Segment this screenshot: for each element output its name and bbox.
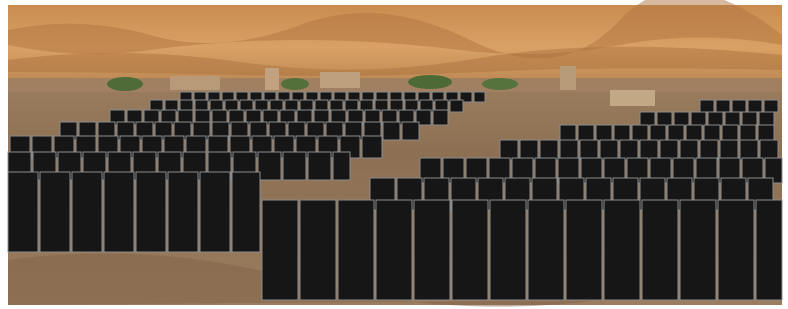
- solar-panel: [716, 100, 730, 112]
- building: [265, 68, 279, 90]
- solar-panel: [528, 200, 564, 300]
- solar-panel: [720, 140, 738, 160]
- solar-panel: [262, 200, 298, 300]
- solar-panel: [362, 136, 382, 158]
- solar-panel: [732, 100, 746, 112]
- tree: [482, 78, 518, 90]
- solar-panel: [708, 112, 723, 126]
- solar-panel: [338, 200, 374, 300]
- solar-panel: [657, 112, 672, 126]
- solar-panel: [308, 152, 331, 180]
- solar-panel: [600, 140, 618, 160]
- solar-panel: [742, 112, 757, 126]
- solar-panel: [718, 200, 754, 300]
- solar-panel: [490, 200, 526, 300]
- solar-panel: [640, 140, 658, 160]
- solar-panel: [283, 152, 306, 180]
- solar-panel: [452, 200, 488, 300]
- solar-panel: [402, 122, 419, 140]
- solar-panel: [668, 125, 684, 141]
- solar-panel: [640, 112, 655, 126]
- solar-panel: [40, 172, 70, 252]
- solar-panel: [660, 140, 678, 160]
- building: [610, 90, 655, 106]
- solar-panel: [604, 200, 640, 300]
- solar-panel: [740, 140, 758, 160]
- solar-panel: [700, 100, 714, 112]
- tree: [107, 77, 143, 91]
- solar-panel: [686, 125, 702, 141]
- solar-panel: [560, 140, 578, 160]
- solar-panel: [383, 122, 400, 140]
- solar-panel: [650, 125, 666, 141]
- solar-panel: [433, 110, 448, 125]
- solar-panel: [725, 112, 740, 126]
- solar-panel: [596, 125, 612, 141]
- solar-panel: [740, 125, 756, 141]
- solar-panel: [722, 125, 738, 141]
- solar-panel: [540, 140, 558, 160]
- solar-panel: [764, 100, 778, 112]
- solar-panel: [578, 125, 594, 141]
- photo: [0, 0, 788, 309]
- solar-panel: [450, 100, 463, 112]
- solar-panel: [580, 140, 598, 160]
- solar-panel: [72, 172, 102, 252]
- solar-panel: [560, 125, 576, 141]
- solar-panel: [232, 172, 260, 252]
- solar-panel: [258, 152, 281, 180]
- solar-panel: [691, 112, 706, 126]
- solar-panel: [680, 140, 698, 160]
- solar-panel: [748, 100, 762, 112]
- tree: [281, 78, 309, 90]
- solar-panel: [474, 92, 485, 102]
- tree: [408, 75, 452, 89]
- solar-panel: [520, 140, 538, 160]
- solar-panel: [414, 200, 450, 300]
- building: [560, 66, 576, 90]
- solar-panel: [674, 112, 689, 126]
- solar-panel: [136, 172, 166, 252]
- solar-panel: [333, 152, 350, 180]
- solar-panel: [104, 172, 134, 252]
- solar-panel: [200, 172, 230, 252]
- solar-panel: [500, 140, 518, 160]
- solar-panel: [704, 125, 720, 141]
- solar-panel: [642, 200, 678, 300]
- solar-panel: [760, 140, 778, 160]
- solar-panel: [8, 172, 38, 252]
- solar-panel: [614, 125, 630, 141]
- solar-panel: [759, 112, 774, 126]
- solar-panel: [376, 200, 412, 300]
- building: [170, 76, 220, 90]
- page: (() => { const g = document.getElementBy…: [0, 0, 788, 309]
- building: [320, 72, 360, 88]
- solar-panel: [300, 200, 336, 300]
- solar-panel: [632, 125, 648, 141]
- solar-panel: [168, 172, 198, 252]
- solar-panel: [700, 140, 718, 160]
- solar-panel: [758, 125, 774, 141]
- solar-panel: [566, 200, 602, 300]
- solar-panel: [680, 200, 716, 300]
- solar-panel: [756, 200, 782, 300]
- solar-panel: [620, 140, 638, 160]
